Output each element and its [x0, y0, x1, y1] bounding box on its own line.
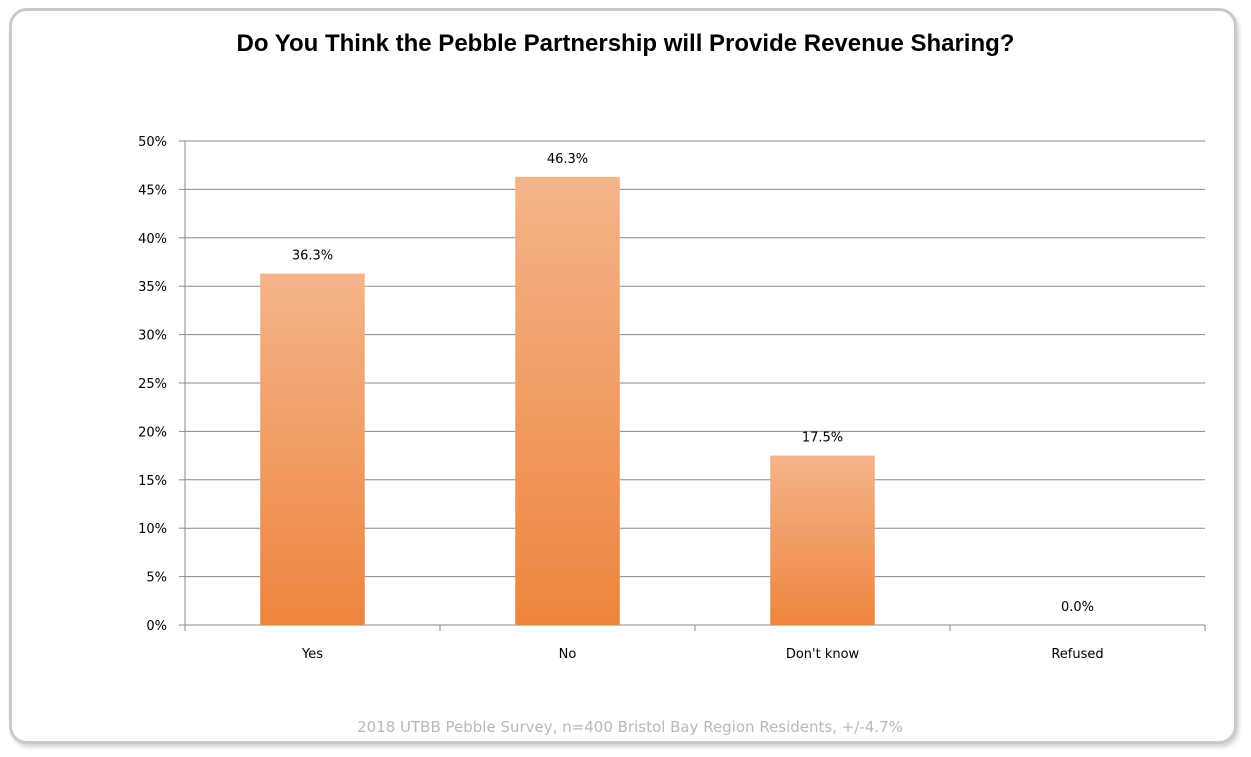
bar [515, 176, 620, 626]
y-tick-label: 25% [138, 377, 167, 392]
bars [260, 176, 875, 626]
data-label: 36.3% [292, 249, 333, 264]
bar [770, 455, 875, 625]
x-tick-label: Don't know [786, 647, 860, 662]
y-tick-label: 15% [138, 474, 167, 489]
data-label: 46.3% [547, 152, 588, 167]
y-tick-label: 45% [138, 183, 167, 198]
y-tick-label: 50% [138, 135, 167, 150]
chart-frame [9, 8, 1237, 744]
chart-title: Do You Think the Pebble Partnership will… [236, 30, 1015, 57]
y-tick-label: 40% [138, 232, 167, 247]
y-tick-label: 35% [138, 280, 167, 295]
x-tick-label: Refused [1051, 647, 1103, 662]
y-tick-label: 20% [138, 425, 167, 440]
survey-footnote: 2018 UTBB Pebble Survey, n=400 Bristol B… [357, 718, 903, 736]
y-tick-label: 10% [138, 522, 167, 537]
y-tick-label: 30% [138, 329, 167, 344]
data-label: 17.5% [802, 431, 843, 446]
data-labels: 36.3% 46.3% 17.5% 0.0% [292, 152, 1094, 615]
bar [260, 273, 365, 625]
x-tick-label: No [559, 647, 577, 662]
data-label: 0.0% [1061, 600, 1094, 615]
y-tick-label: 5% [146, 571, 167, 586]
x-axis-tick-labels: Yes No Don't know Refused [301, 647, 1104, 662]
y-tick-label: 0% [146, 619, 167, 634]
x-tick-label: Yes [301, 647, 323, 662]
y-axis-tick-labels: 0% 5% 10% 15% 20% 25% 30% 35% 40% 45% 50% [138, 135, 167, 634]
